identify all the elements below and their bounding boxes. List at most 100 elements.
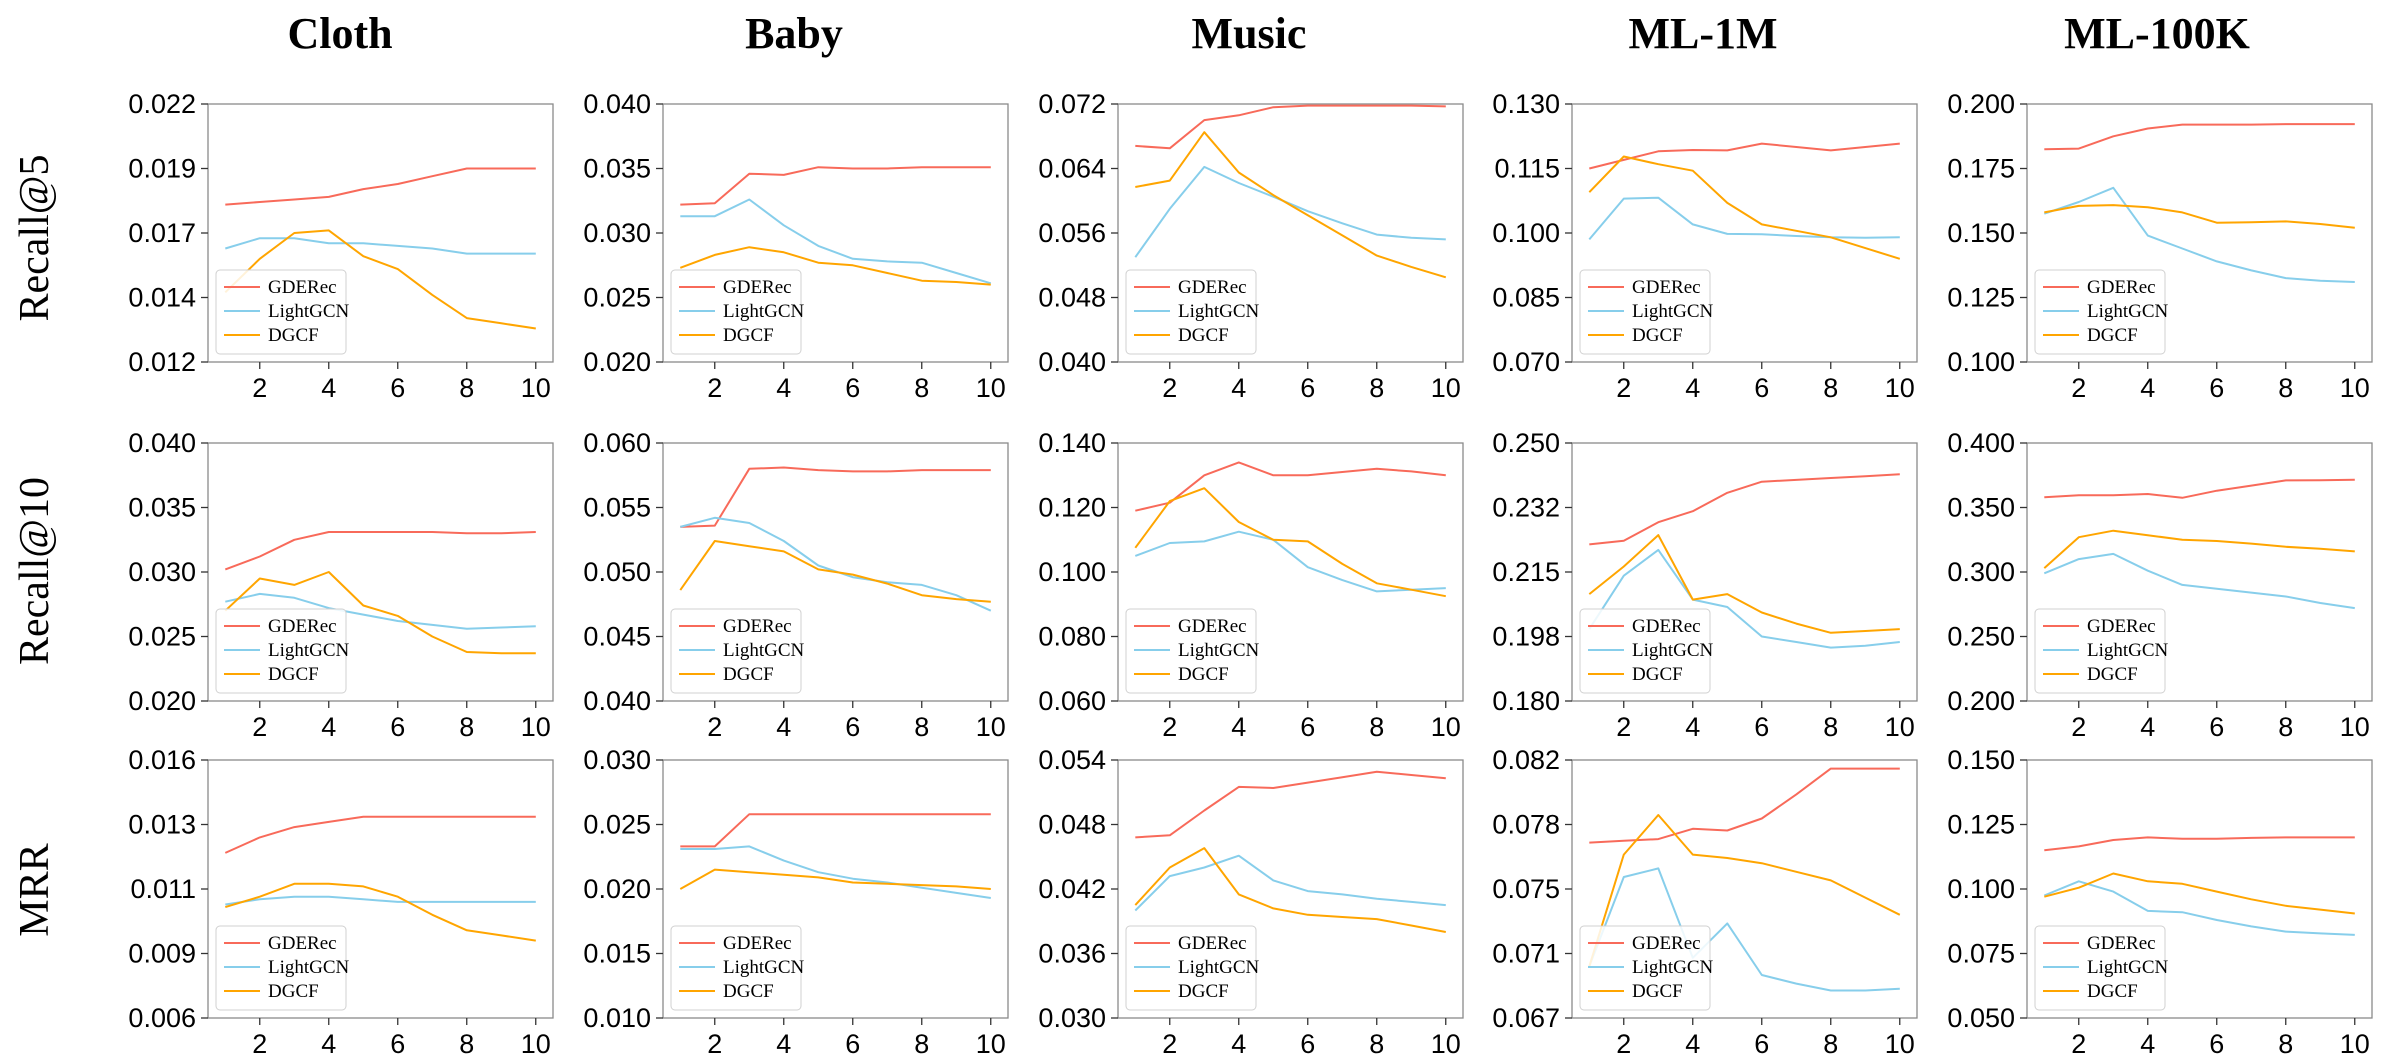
legend-label-gderec: GDERec	[2087, 933, 2156, 954]
series-line-lightgcn	[1588, 548, 1900, 649]
y-tick-label: 0.013	[128, 810, 196, 840]
series-line-dgcf	[679, 540, 991, 603]
legend-box	[215, 925, 347, 1011]
y-tick-label: 0.030	[583, 218, 651, 248]
y-tick-label: 0.019	[128, 154, 196, 184]
legend-label-dgcf: DGCF	[1178, 664, 1229, 685]
y-tick-label: 0.150	[1947, 745, 2015, 775]
legend: GDERec LightGCN DGCF	[2034, 269, 2169, 355]
x-tick-label: 6	[1300, 373, 1315, 403]
x-tick-label: 2	[1616, 712, 1631, 742]
column-title-baby: Baby	[745, 9, 843, 58]
row-label-mrr: MRR	[12, 843, 58, 936]
legend-box	[215, 608, 347, 694]
y-tick-label: 0.042	[1038, 874, 1106, 904]
y-tick-label: 0.064	[1038, 154, 1106, 184]
x-tick-label: 10	[1885, 1029, 1915, 1059]
column-title-music: Music	[1192, 9, 1307, 58]
x-tick-label: 8	[1823, 1029, 1838, 1059]
series-line-dgcf	[679, 246, 991, 286]
x-tick-label: 6	[845, 373, 860, 403]
legend-label-gderec: GDERec	[1178, 277, 1247, 298]
x-tick-label: 6	[1300, 1029, 1315, 1059]
x-tick-label: 8	[2278, 1029, 2293, 1059]
x-tick-label: 2	[2071, 373, 2086, 403]
y-tick-label: 0.054	[1038, 745, 1106, 775]
legend-label-dgcf: DGCF	[268, 325, 319, 346]
x-tick-label: 4	[2140, 1029, 2155, 1059]
y-tick-label: 0.100	[1947, 874, 2015, 904]
x-tick-label: 8	[459, 373, 474, 403]
legend-label-dgcf: DGCF	[268, 664, 319, 685]
x-tick-label: 8	[914, 373, 929, 403]
chart-ml-100k-recall-5: 0.200 0.175 0.150 0.125 0.100 2 4 6 8 10 GDERec Lig…	[1947, 89, 2373, 403]
legend: GDERec LightGCN DGCF	[1125, 608, 1260, 694]
legend-label-lightgcn: LightGCN	[268, 301, 350, 322]
series-line-gderec	[224, 815, 536, 854]
x-tick-label: 2	[707, 712, 722, 742]
legend-box	[670, 269, 802, 355]
legend-box	[1579, 608, 1711, 694]
series-line-lightgcn	[2043, 186, 2355, 283]
series-line-dgcf	[224, 571, 536, 655]
y-tick-label: 0.200	[1947, 89, 2015, 119]
y-tick-label: 0.016	[128, 745, 196, 775]
legend-label-gderec: GDERec	[268, 616, 337, 637]
x-tick-label: 4	[1685, 1029, 1700, 1059]
chart-ml-1m-recall-5: 0.130 0.115 0.100 0.085 0.070 2 4 6 8 10 GDERec Lig…	[1492, 89, 1918, 403]
x-tick-label: 6	[845, 712, 860, 742]
chart-ml-100k-recall-10: 0.400 0.350 0.300 0.250 0.200 2 4 6 8 10 GDERec Lig…	[1947, 428, 2373, 742]
y-tick-label: 0.020	[583, 874, 651, 904]
column-title-ml-100k: ML-100K	[2064, 9, 2250, 58]
chart-baby-recall-5: 0.040 0.035 0.030 0.025 0.020 2 4 6 8 10 GDERec Lig…	[583, 89, 1009, 403]
legend-box	[2034, 269, 2166, 355]
x-tick-label: 4	[2140, 373, 2155, 403]
y-tick-label: 0.035	[583, 154, 651, 184]
x-tick-label: 2	[1616, 1029, 1631, 1059]
y-tick-label: 0.100	[1947, 347, 2015, 377]
y-tick-label: 0.048	[1038, 810, 1106, 840]
legend: GDERec LightGCN DGCF	[1125, 269, 1260, 355]
y-tick-label: 0.030	[128, 557, 196, 587]
x-tick-label: 10	[1431, 712, 1461, 742]
legend-label-dgcf: DGCF	[723, 325, 774, 346]
x-tick-label: 8	[2278, 373, 2293, 403]
chart-music-recall-5: 0.072 0.064 0.056 0.048 0.040 2 4 6 8 10 GDERec Lig…	[1038, 89, 1464, 403]
y-tick-label: 0.085	[1492, 283, 1560, 313]
x-tick-label: 2	[2071, 1029, 2086, 1059]
x-tick-label: 6	[390, 373, 405, 403]
y-tick-label: 0.050	[1947, 1003, 2015, 1033]
legend-label-lightgcn: LightGCN	[268, 957, 350, 978]
x-tick-label: 4	[776, 712, 791, 742]
legend-label-lightgcn: LightGCN	[268, 640, 350, 661]
y-tick-label: 0.040	[128, 428, 196, 458]
legend-label-gderec: GDERec	[2087, 277, 2156, 298]
x-tick-label: 8	[459, 712, 474, 742]
y-tick-label: 0.009	[128, 939, 196, 969]
x-tick-label: 8	[1369, 373, 1384, 403]
series-line-gderec	[1589, 473, 1900, 546]
y-tick-label: 0.060	[583, 428, 651, 458]
legend-box	[670, 925, 802, 1011]
series-line-gderec	[225, 167, 536, 206]
chart-panels: 0.022 0.019 0.017 0.014 0.012 2 4 6 8 10 GDERec Lig…	[128, 89, 2373, 1059]
x-tick-label: 10	[1431, 1029, 1461, 1059]
x-tick-label: 6	[1754, 712, 1769, 742]
series-line-lightgcn	[1134, 854, 1446, 912]
legend-box	[2034, 608, 2166, 694]
row-label-recall10: Recall@10	[12, 477, 58, 665]
legend-box	[215, 269, 347, 355]
series-line-dgcf	[2044, 872, 2355, 915]
legend-label-gderec: GDERec	[268, 933, 337, 954]
legend-label-lightgcn: LightGCN	[1178, 957, 1260, 978]
legend-label-gderec: GDERec	[1632, 277, 1701, 298]
chart-cloth-recall-5: 0.022 0.019 0.017 0.014 0.012 2 4 6 8 10 GDERec Lig…	[128, 89, 554, 403]
y-tick-label: 0.025	[128, 622, 196, 652]
y-tick-label: 0.140	[1038, 428, 1106, 458]
series-line-dgcf	[679, 868, 991, 890]
x-tick-label: 2	[1162, 712, 1177, 742]
series-line-gderec	[1135, 461, 1446, 512]
y-tick-label: 0.180	[1492, 686, 1560, 716]
legend-label-lightgcn: LightGCN	[2087, 301, 2169, 322]
y-tick-label: 0.250	[1492, 428, 1560, 458]
